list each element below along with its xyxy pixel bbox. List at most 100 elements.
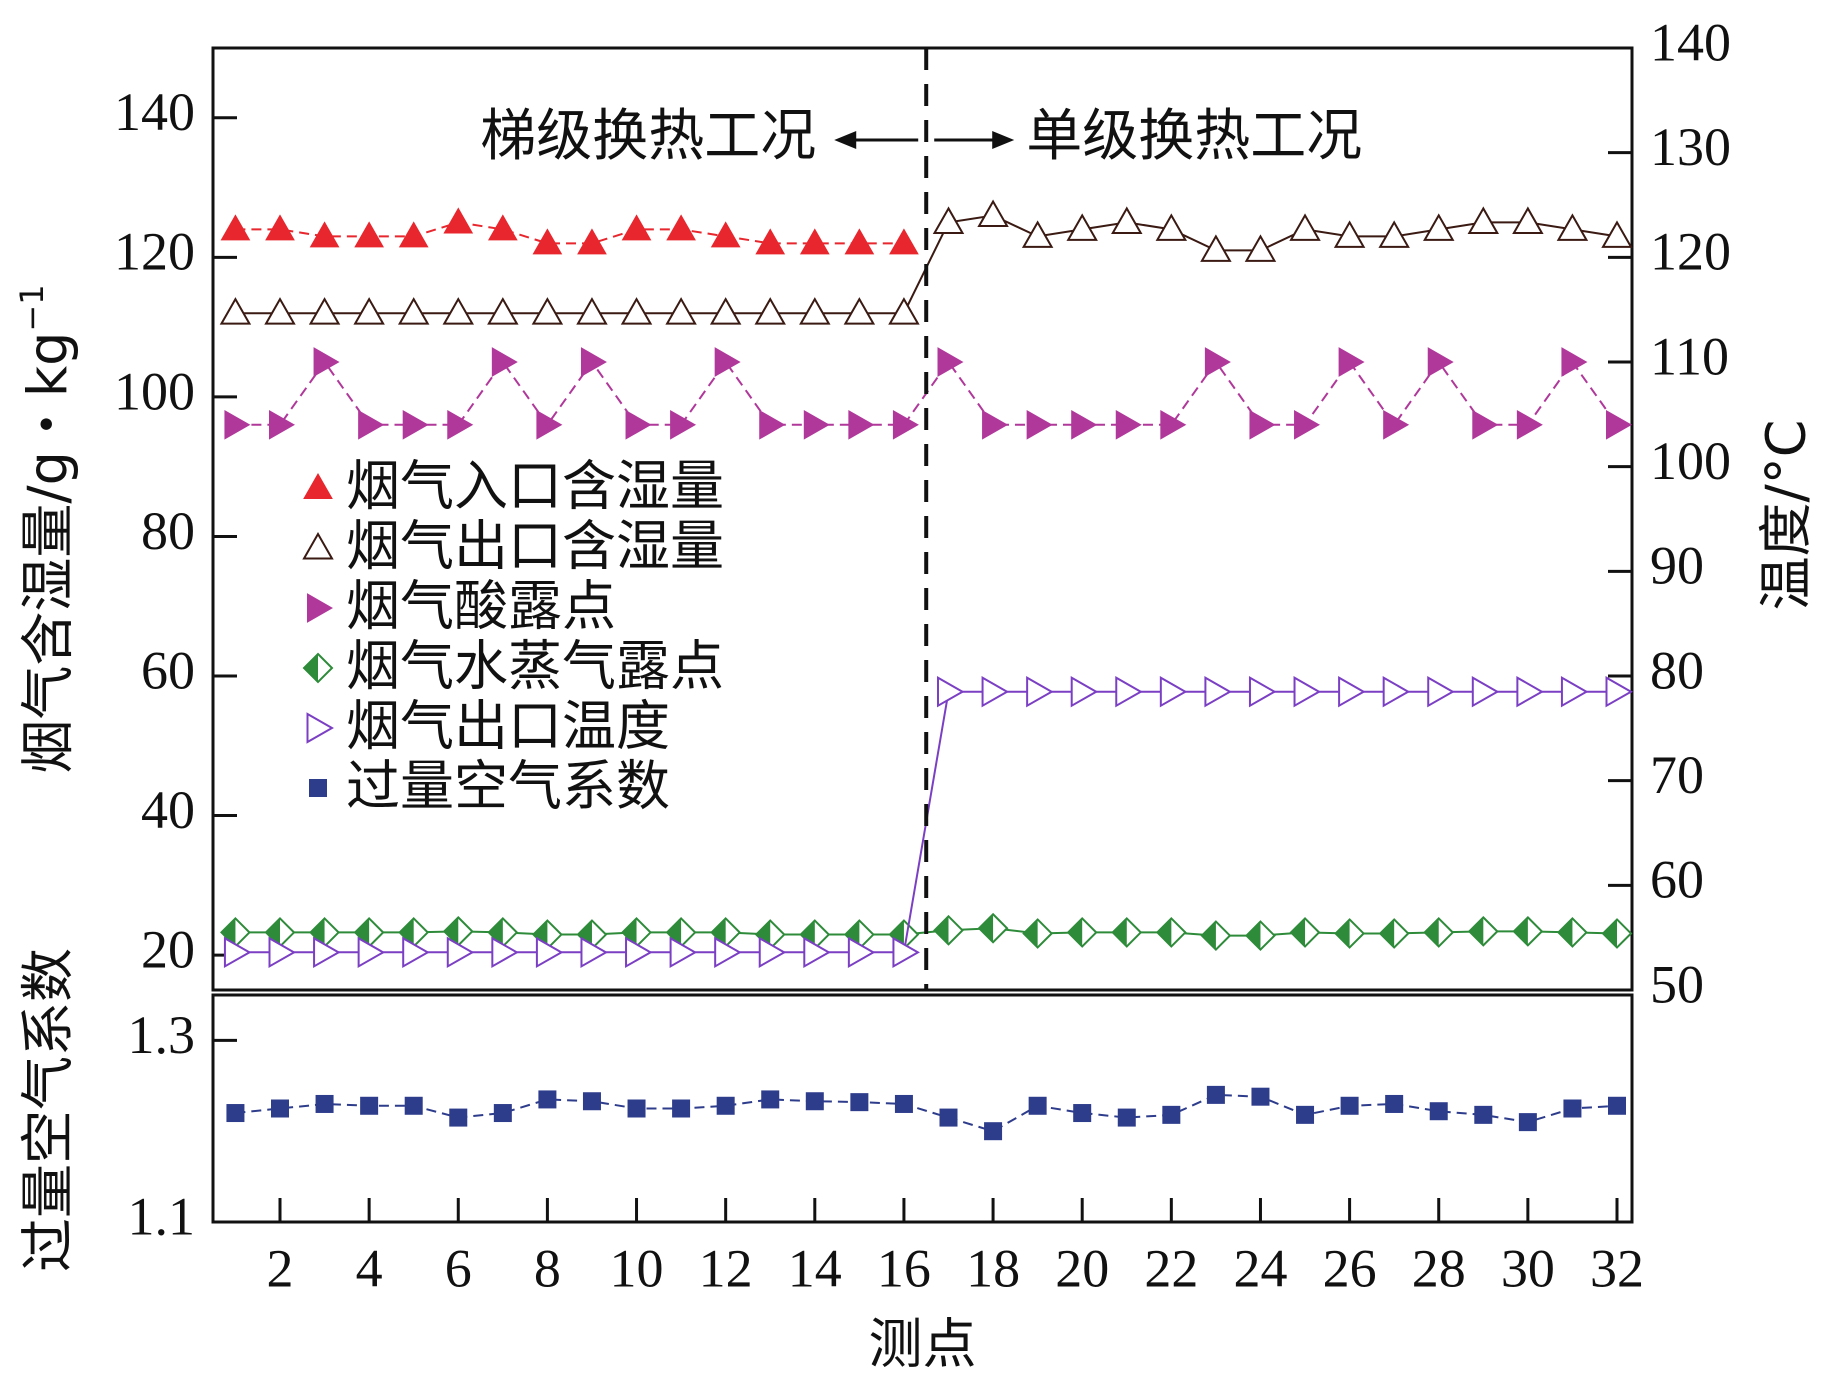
legend-item: 烟气出口含湿量 [302,515,724,578]
series-3-point [1338,347,1365,377]
x-tick-label: 28 [1412,1238,1466,1298]
bottom-plot-frame [211,993,1634,1224]
series-5-point [268,936,297,969]
series-3-point [1204,347,1231,377]
series-4-point [1155,917,1187,948]
series-4-point-fill [1157,918,1172,947]
series-2-point [799,297,831,325]
series-6-point [1563,1099,1582,1118]
series-6-point [1162,1105,1181,1124]
series-2-point [709,297,742,325]
series-5-point [1471,675,1500,708]
series-4-point-fill [1246,921,1261,950]
series-2-point [888,297,920,325]
series-4-point-fill [444,917,459,946]
series-3-point [224,409,251,440]
series-6-point [1117,1108,1136,1127]
series-4-point-fill [711,918,726,947]
series-2-point [843,297,876,325]
right-y-tick-label: 130 [1650,117,1731,177]
series-3-point [625,409,652,440]
series-6-point [1073,1104,1092,1123]
series-4-point-fill [934,916,949,945]
series-4-point [1601,918,1633,949]
series-2-point [1601,220,1633,248]
series-6-line [235,1093,1618,1133]
x-tick-label: 16 [877,1238,931,1298]
series-6-point [1518,1113,1537,1132]
series-1 [220,207,919,255]
series-2-point [353,297,385,325]
legend-marker [307,593,334,623]
series-2-point [1155,213,1188,241]
x-tick-label: 4 [356,1238,383,1298]
legend-label: 烟气出口温度 [346,695,670,758]
right-arrow-head [992,131,1015,149]
series-3-point [937,347,964,377]
series-1-point [309,221,340,248]
series-5-point [1248,675,1277,708]
series-6-point [1206,1085,1225,1104]
right-y-axis-title: 温度/°C [1755,420,1818,611]
series-6-point [404,1096,423,1115]
series-6 [226,1085,1626,1141]
series-6-point [449,1108,468,1127]
x-tick-label: 10 [610,1238,664,1298]
series-2-point [1467,206,1500,234]
legend-marker [302,652,334,684]
series-5 [223,675,1634,969]
x-tick-label: 22 [1144,1238,1198,1298]
series-1-point [844,228,875,255]
series-4-point-fill [1424,918,1439,947]
left-y-axis-title: 烟气含湿量/g・kg−1 [13,284,80,773]
x-tick-label: 14 [788,1238,842,1298]
series-6-point [493,1104,512,1123]
series-3-point [1249,409,1276,440]
series-2-point [1066,213,1098,241]
series-4-point-fill [1603,919,1617,948]
series-5-point [357,936,386,969]
right-y-tick-label: 140 [1650,12,1731,72]
series-6-point [582,1092,601,1111]
series-6-point [1608,1096,1626,1115]
series-5-point [1382,675,1411,708]
series-5-point [669,936,698,969]
series-3-point [491,347,518,377]
series-2-point [531,297,564,325]
legend-item: 烟气入口含湿量 [303,455,724,518]
series-5-point [803,936,831,969]
series-2-point [1244,234,1277,262]
series-6-point [1385,1094,1404,1113]
series-1-point [889,228,919,255]
left-y-tick-label: 100 [114,361,195,421]
series-2-point [754,297,786,325]
series-4-point-fill [266,918,280,947]
legend-item: 过量空气系数 [309,755,670,818]
series-3-point [1606,409,1633,440]
series-4-point-fill [667,918,682,947]
right-y-tick-label: 120 [1650,222,1731,282]
legend-item: 烟气酸露点 [307,575,616,638]
series-4-point-fill [399,918,414,947]
series-4-point-fill [1112,918,1127,947]
series-6-point [271,1099,289,1118]
x-tick-label: 6 [445,1238,472,1298]
series-4-point-fill [310,918,325,947]
series-3-point [1427,347,1454,377]
series-3-point [803,409,830,440]
series-5-point [1204,675,1232,708]
series-4-point-fill [1558,918,1573,947]
series-3-point [982,409,1009,440]
series-3-point [536,409,563,440]
series-6-point [850,1093,869,1112]
series-2-point [219,297,252,325]
series-4-point [933,914,964,946]
series-1-point [710,221,741,248]
series-5-point [758,936,787,969]
legend-marker [306,712,335,744]
series-3-point [759,409,786,440]
series-4-point [1423,917,1455,948]
series-4-point [1245,920,1276,951]
series-5-point [1516,675,1544,708]
series-6-point [315,1094,334,1113]
